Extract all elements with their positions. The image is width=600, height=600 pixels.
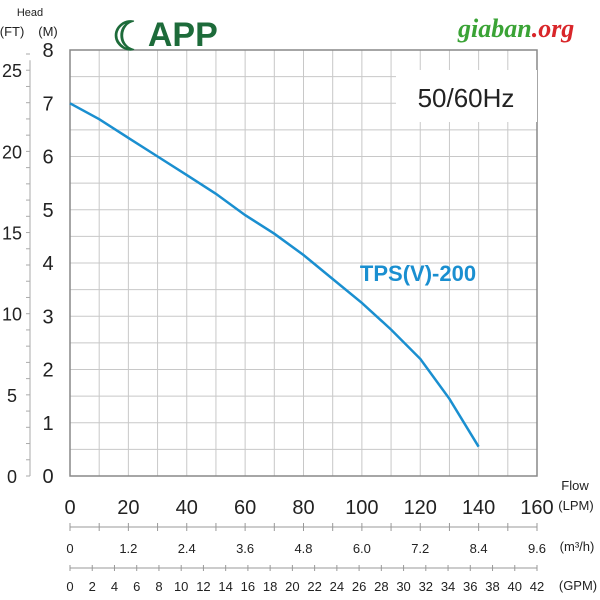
- x-tick-label-m3h: 9.6: [528, 541, 546, 556]
- m3h-unit-label: (m³/h): [560, 539, 595, 554]
- x-tick-label-lpm: 140: [462, 497, 495, 519]
- y-tick-label-m: 3: [42, 306, 53, 328]
- x-tick-label-gpm: 30: [396, 579, 410, 594]
- x-tick-label-gpm: 38: [485, 579, 499, 594]
- x-tick-label-gpm: 16: [241, 579, 255, 594]
- x-tick-label-gpm: 18: [263, 579, 277, 594]
- x-tick-label-m3h: 7.2: [411, 541, 429, 556]
- x-tick-label-gpm: 32: [419, 579, 433, 594]
- x-tick-label-m3h: 1.2: [119, 541, 137, 556]
- x-tick-label-m3h: 4.8: [294, 541, 312, 556]
- y-tick-label-ft: 15: [2, 224, 22, 244]
- lpm-unit-label: (LPM): [558, 498, 593, 513]
- y-tick-label-ft: 5: [7, 386, 17, 406]
- y-tick-label-ft: 0: [7, 467, 17, 487]
- x-tick-label-lpm: 160: [520, 497, 553, 519]
- title-bg: [396, 70, 537, 122]
- x-tick-label-gpm: 4: [111, 579, 118, 594]
- m-unit-label: (M): [38, 24, 58, 39]
- x-tick-label-lpm: 120: [404, 497, 437, 519]
- y-tick-label-m: 5: [42, 200, 53, 222]
- x-tick-label-gpm: 40: [508, 579, 522, 594]
- x-tick-label-gpm: 14: [218, 579, 232, 594]
- plot-frame: [69, 49, 538, 477]
- x-tick-label-gpm: 2: [89, 579, 96, 594]
- y-tick-label-m: 1: [42, 413, 53, 435]
- x-tick-label-m3h: 8.4: [470, 541, 488, 556]
- x-tick-label-lpm: 40: [176, 497, 198, 519]
- x-tick-label-gpm: 22: [307, 579, 321, 594]
- head-label: Head: [17, 7, 43, 19]
- y-tick-label-m: 6: [42, 147, 53, 169]
- y-tick-label-m: 4: [42, 253, 53, 275]
- x-tick-label-gpm: 42: [530, 579, 544, 594]
- flow-label: Flow: [561, 478, 589, 493]
- y-tick-label-m: 7: [42, 93, 53, 115]
- series-label: TPS(V)-200: [360, 261, 476, 286]
- x-tick-label-m3h: 6.0: [353, 541, 371, 556]
- x-tick-label-gpm: 0: [66, 579, 73, 594]
- y-tick-label-m: 0: [42, 466, 53, 488]
- site-logo: giaban.org: [458, 14, 575, 43]
- x-tick-label-gpm: 34: [441, 579, 455, 594]
- x-tick-label-gpm: 12: [196, 579, 210, 594]
- x-tick-label-lpm: 20: [117, 497, 139, 519]
- x-tick-label-m3h: 2.4: [178, 541, 196, 556]
- chart-title: 50/60Hz: [418, 83, 515, 113]
- x-tick-label-gpm: 6: [133, 579, 140, 594]
- gpm-unit-label: (GPM): [559, 578, 597, 593]
- ft-unit-label: (FT): [0, 24, 24, 39]
- y-tick-label-m: 8: [42, 40, 53, 62]
- y-tick-label-ft: 25: [2, 61, 22, 81]
- x-tick-label-lpm: 100: [345, 497, 378, 519]
- x-tick-label-gpm: 20: [285, 579, 299, 594]
- y-tick-label-ft: 10: [2, 305, 22, 325]
- x-tick-label-gpm: 26: [352, 579, 366, 594]
- x-tick-label-lpm: 60: [234, 497, 256, 519]
- x-tick-label-gpm: 24: [330, 579, 344, 594]
- y-tick-label-ft: 20: [2, 142, 22, 162]
- x-tick-label-m3h: 3.6: [236, 541, 254, 556]
- x-tick-label-gpm: 8: [155, 579, 162, 594]
- x-tick-label-gpm: 10: [174, 579, 188, 594]
- x-tick-label-gpm: 28: [374, 579, 388, 594]
- x-tick-label-lpm: 0: [64, 497, 75, 519]
- app-logo: ☾APP: [112, 15, 218, 59]
- x-tick-label-lpm: 80: [292, 497, 314, 519]
- x-tick-label-m3h: 0: [66, 541, 73, 556]
- series-line: [69, 102, 480, 448]
- x-tick-label-gpm: 36: [463, 579, 477, 594]
- y-tick-label-m: 2: [42, 360, 53, 382]
